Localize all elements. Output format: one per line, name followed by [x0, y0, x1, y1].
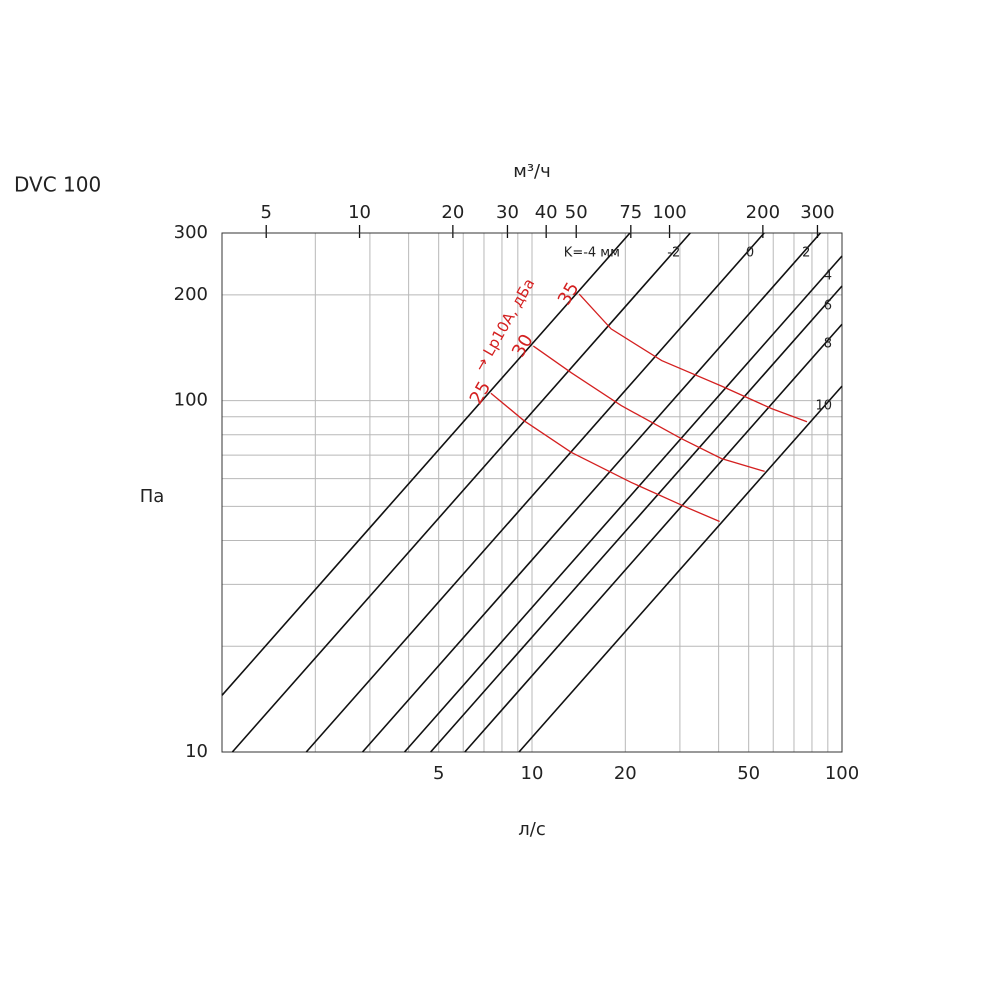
- noise-curve: [490, 392, 720, 523]
- x2-tick-label: 20: [441, 202, 464, 223]
- y-tick-label: 100: [174, 390, 208, 411]
- y-tick-label: 200: [174, 284, 208, 305]
- x2-tick-label: 300: [800, 202, 834, 223]
- x2-tick-label: 10: [348, 202, 371, 223]
- k-line: [305, 232, 765, 753]
- x2-tick-label: 200: [746, 202, 780, 223]
- k-line: [403, 255, 843, 753]
- k-line: [221, 232, 631, 696]
- k-line: [464, 323, 843, 753]
- plot-frame: [221, 232, 843, 753]
- x-tick-label: 100: [825, 763, 859, 784]
- k-label: 0: [746, 246, 754, 261]
- k-label: 6: [824, 298, 832, 313]
- noise-curve: [532, 345, 765, 473]
- k-label: -2: [667, 246, 680, 261]
- x2-tick-label: 30: [496, 202, 519, 223]
- y-tick-label: 10: [185, 741, 208, 762]
- k-label: K=-4 мм: [564, 246, 620, 261]
- y-axis-label: Па: [140, 486, 165, 507]
- chart-title: DVC 100: [14, 173, 101, 197]
- x-tick-label: 10: [521, 763, 544, 784]
- x-axis-label: л/с: [518, 819, 545, 840]
- x-tick-label: 5: [433, 763, 444, 784]
- k-label: 8: [824, 337, 832, 352]
- k-line: [231, 232, 691, 753]
- x2-tick-label: 75: [619, 202, 642, 223]
- x2-axis-label: м³/ч: [513, 161, 551, 182]
- k-label: 10: [815, 399, 832, 414]
- x2-tick-label: 40: [535, 202, 558, 223]
- x2-tick-label: 50: [565, 202, 588, 223]
- x2-tick-label: 100: [652, 202, 686, 223]
- noise-curve: [578, 293, 808, 423]
- k-label: 4: [824, 269, 832, 284]
- noise-annotation: → Lp10A, дБа: [471, 275, 539, 374]
- k-line: [430, 285, 843, 753]
- k-line: [518, 385, 843, 753]
- x-tick-label: 20: [614, 763, 637, 784]
- noise-label: 35: [554, 279, 584, 309]
- y-tick-label: 300: [174, 222, 208, 243]
- x-tick-label: 50: [737, 763, 760, 784]
- k-label: 2: [802, 246, 810, 261]
- k-line: [361, 232, 822, 753]
- x2-tick-label: 5: [261, 202, 272, 223]
- noise-label: 30: [508, 331, 538, 361]
- noise-label: 25: [466, 378, 496, 408]
